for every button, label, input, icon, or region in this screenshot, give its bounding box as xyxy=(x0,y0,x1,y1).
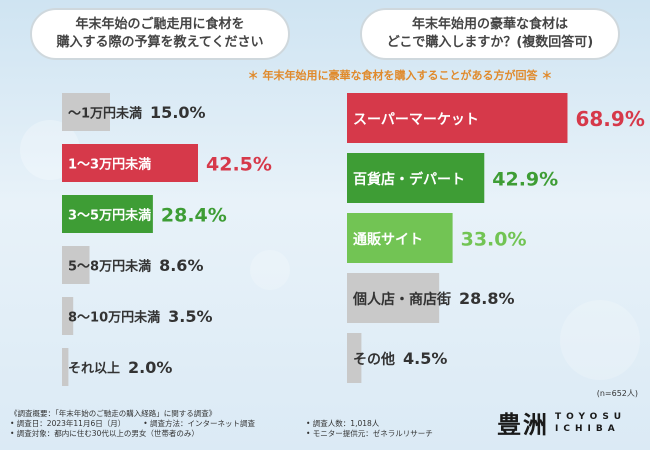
bar xyxy=(347,333,362,383)
category-label: 5～8万円未満 xyxy=(68,259,151,275)
bar xyxy=(347,93,568,143)
logo-latin-bottom: ICHIBA xyxy=(555,423,620,434)
bar xyxy=(347,213,453,263)
value-label: 28.4% xyxy=(161,205,227,227)
value-label: 15.0% xyxy=(150,103,206,122)
value-label: 33.0% xyxy=(461,229,527,251)
value-label: 28.8% xyxy=(459,289,515,308)
logo-kanji: 豊洲 xyxy=(497,410,549,439)
bar xyxy=(62,348,69,386)
footer-method: • 調査方法：インターネット調査 xyxy=(143,419,256,428)
right-question-box: 年末年始用の豪華な食材は どこで購入しますか？(複数回答可) xyxy=(360,8,620,60)
category-label: 百貨店・デパート xyxy=(353,171,465,188)
survey-footer-right: • 調査人数：1,018人 • モニター提供元：ゼネラルリサーチ xyxy=(306,419,433,439)
category-label: ～1万円未満 xyxy=(68,106,142,122)
value-label: 8.6% xyxy=(159,256,203,275)
category-label: スーパーマーケット xyxy=(353,112,479,128)
snow-decoration xyxy=(560,300,640,380)
category-label: 1～3万円未満 xyxy=(68,157,151,173)
bar xyxy=(62,144,198,182)
footer-count: • 調査人数：1,018人 xyxy=(306,419,380,428)
category-label: 8～10万円未満 xyxy=(68,310,160,326)
bar xyxy=(62,246,90,284)
footer-overview: 《調査概要：「年末年始のご馳走の購入経路」に関する調査》 xyxy=(10,409,217,418)
footer-period: • 調査日：2023年11月6日（月） xyxy=(10,419,126,428)
right-question: 年末年始用の豪華な食材は どこで購入しますか？(複数回答可) xyxy=(386,17,594,50)
bar xyxy=(62,195,153,233)
value-label: 2.0% xyxy=(128,358,172,377)
toyosu-logo: 豊洲 TOYOSU ICHIBA xyxy=(497,405,626,440)
value-label: 3.5% xyxy=(168,307,212,326)
sample-size: (n=652人) xyxy=(596,389,638,398)
category-label: 個人店・商店街 xyxy=(352,291,451,308)
left-question-box: 年末年始のご馳走用に食材を 購入する際の予算を教えてください xyxy=(30,8,290,60)
value-label: 42.5% xyxy=(206,154,272,176)
bar xyxy=(62,93,110,131)
bar xyxy=(347,273,440,323)
bar xyxy=(347,153,485,203)
category-label: その他 xyxy=(353,351,395,368)
value-label: 68.9% xyxy=(575,107,644,131)
snow-decoration xyxy=(250,250,290,290)
value-label: 4.5% xyxy=(403,349,447,368)
value-label: 42.9% xyxy=(492,169,558,191)
survey-footer: 《調査概要：「年末年始のご馳走の購入経路」に関する調査》 • 調査日：2023年… xyxy=(10,409,255,439)
footer-provider: • モニター提供元：ゼネラルリサーチ xyxy=(306,429,433,438)
bar xyxy=(62,297,74,335)
category-label: それ以上 xyxy=(68,362,120,377)
left-question: 年末年始のご馳走用に食材を 購入する際の予算を教えてください xyxy=(56,17,264,50)
category-label: 通販サイト xyxy=(353,231,423,248)
footer-target: • 調査対象：都内に住む30代以上の男女（世帯者のみ） xyxy=(10,429,199,438)
logo-latin-top: TOYOSU xyxy=(555,411,627,422)
right-note: ＊ 年末年始用に豪華な食材を購入することがある方が回答 ＊ xyxy=(247,69,553,82)
category-label: 3～5万円未満 xyxy=(68,208,151,224)
